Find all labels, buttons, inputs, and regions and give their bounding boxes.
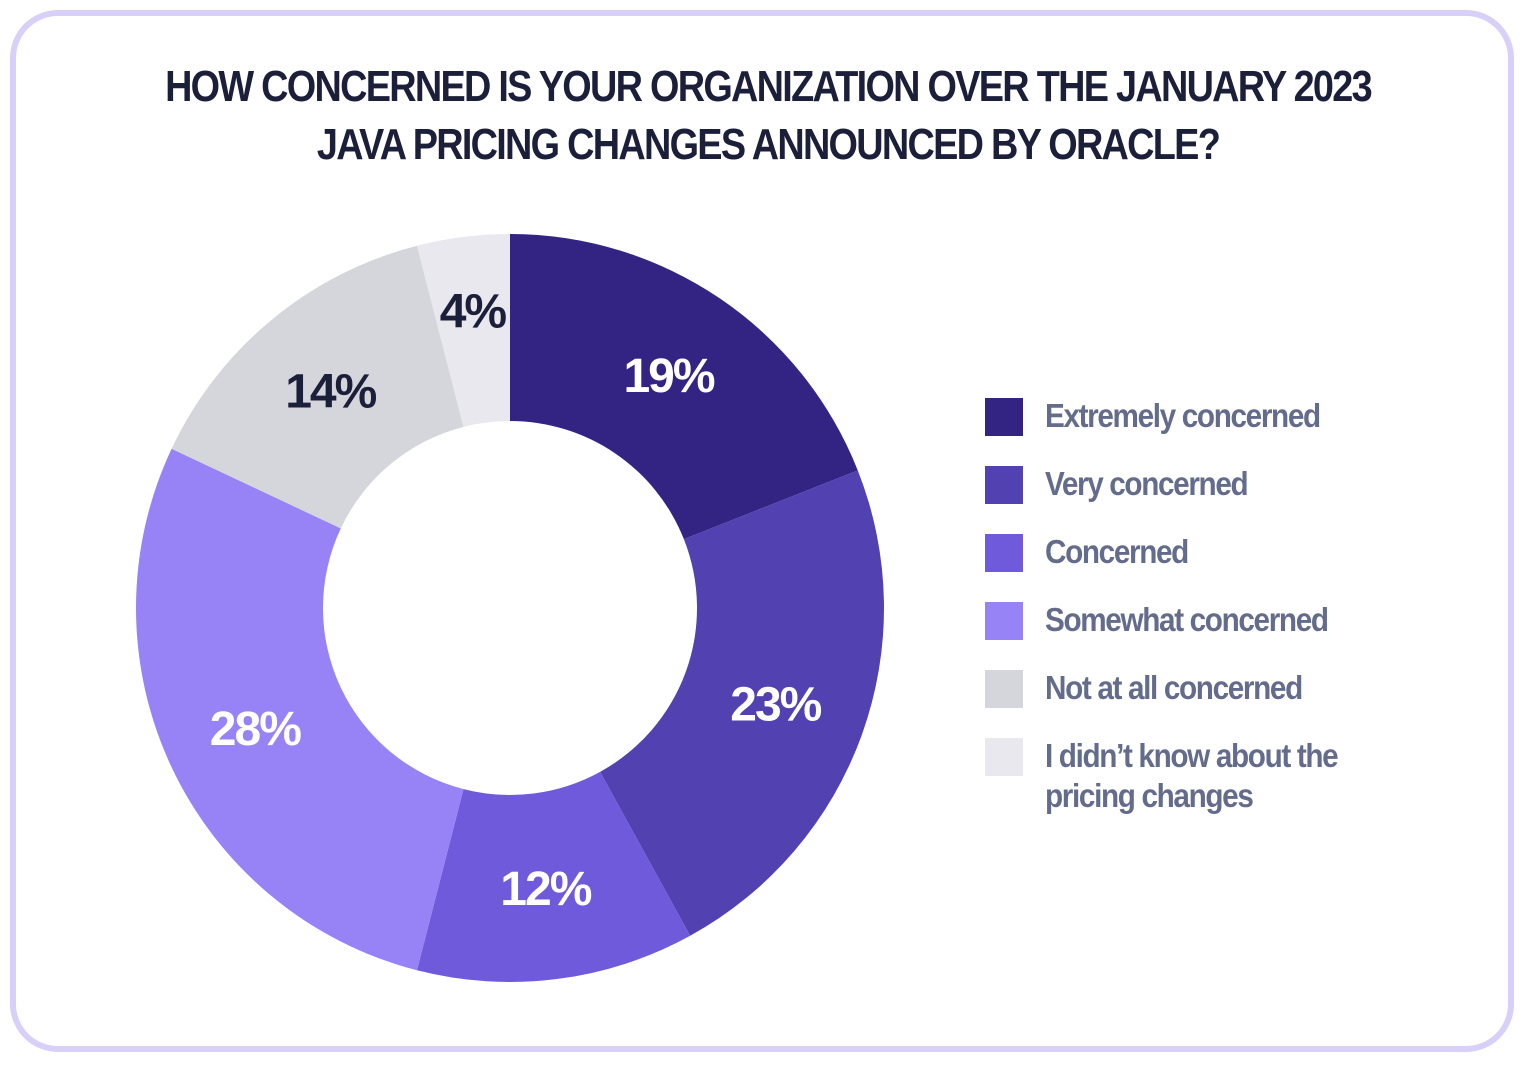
legend-item: Somewhat concerned: [985, 601, 1375, 670]
donut-slice-3: [136, 448, 464, 971]
legend-swatch: [985, 738, 1023, 776]
legend-label: Extremely concerned: [1045, 397, 1321, 434]
legend-item: Concerned: [985, 533, 1375, 602]
data-label-2: 12%: [500, 863, 591, 916]
legend-swatch: [985, 466, 1023, 504]
legend-swatch: [985, 398, 1023, 436]
donut-slice-0: [510, 234, 858, 540]
legend-swatch: [985, 670, 1023, 708]
legend-item: Very concerned: [985, 465, 1375, 534]
donut-slice-1: [600, 470, 885, 936]
data-label-4: 14%: [285, 366, 376, 419]
donut-slice-2: [416, 771, 691, 983]
legend-label: I didn’t know about the pricing changes: [1045, 737, 1339, 814]
chart-title: HOW CONCERNED IS YOUR ORGANIZATION OVER …: [108, 58, 1429, 174]
legend-swatch: [985, 602, 1023, 640]
donut-slice-5: [416, 234, 510, 427]
legend-label: Concerned: [1045, 533, 1189, 570]
legend-swatch: [985, 534, 1023, 572]
legend-label: Somewhat concerned: [1045, 601, 1329, 638]
legend-label: Very concerned: [1045, 465, 1249, 502]
legend-item: Not at all concerned: [985, 669, 1375, 738]
data-label-1: 23%: [730, 679, 821, 732]
title-line-2: JAVA PRICING CHANGES ANNOUNCED BY ORACLE…: [316, 120, 1221, 169]
legend: Extremely concerned Very concerned Concern…: [985, 397, 1375, 814]
data-label-5: 4%: [440, 285, 507, 338]
legend-label: Not at all concerned: [1045, 669, 1303, 706]
title-line-1: HOW CONCERNED IS YOUR ORGANIZATION OVER …: [165, 62, 1373, 111]
data-label-0: 19%: [623, 350, 714, 403]
data-label-3: 28%: [210, 703, 301, 756]
legend-item: I didn’t know about the pricing changes: [985, 737, 1375, 814]
legend-item: Extremely concerned: [985, 397, 1375, 466]
donut-slice-4: [171, 245, 464, 529]
